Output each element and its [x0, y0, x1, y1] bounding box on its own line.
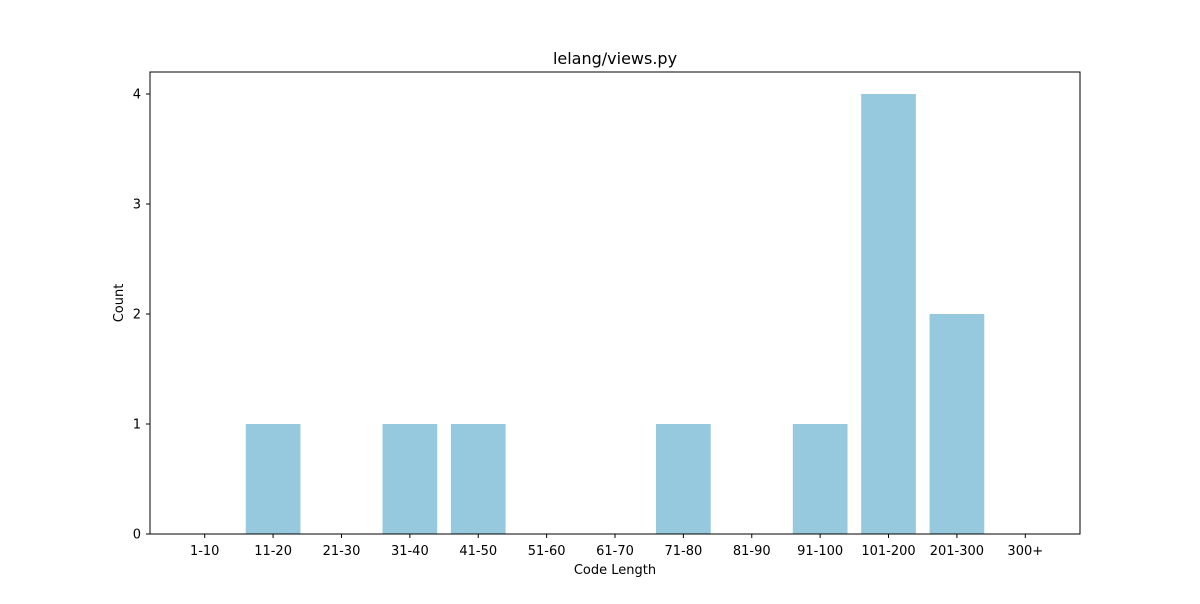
x-tick-label: 51-60 [528, 544, 566, 559]
x-axis: 1-10 11-20 21-30 31-40 41-50 51-60 61-70 71-80 8… [190, 534, 1043, 559]
bar-31-40 [382, 424, 438, 534]
x-tick-label: 31-40 [391, 544, 429, 559]
x-tick-label: 71-80 [664, 544, 702, 559]
x-tick-label: 91-100 [797, 544, 843, 559]
x-tick-label: 21-30 [323, 544, 361, 559]
chart-title: lelang/views.py [553, 49, 677, 68]
x-axis-label: Code Length [574, 563, 656, 578]
x-tick-label: 11-20 [254, 544, 292, 559]
bars-group [245, 94, 985, 534]
y-tick-label: 2 [133, 308, 141, 323]
y-tick-label: 0 [133, 528, 141, 543]
y-axis: 0 1 2 3 4 [133, 88, 150, 543]
y-axis-label: Count [112, 284, 127, 323]
bar-41-50 [450, 424, 506, 534]
x-tick-label: 101-200 [861, 544, 915, 559]
x-tick-label: 1-10 [190, 544, 220, 559]
bar-101-200 [861, 94, 916, 534]
x-tick-label: 61-70 [596, 544, 634, 559]
bar-201-300 [929, 314, 985, 534]
x-tick-label: 41-50 [459, 544, 497, 559]
x-tick-label: 300+ [1007, 544, 1043, 559]
bar-71-80 [656, 424, 711, 534]
x-tick-label: 201-300 [930, 544, 984, 559]
y-tick-label: 1 [133, 418, 141, 433]
x-tick-label: 81-90 [733, 544, 771, 559]
y-tick-label: 3 [133, 198, 141, 213]
bar-91-100 [792, 424, 848, 534]
y-tick-label: 4 [133, 88, 141, 103]
bar-11-20 [245, 424, 301, 534]
